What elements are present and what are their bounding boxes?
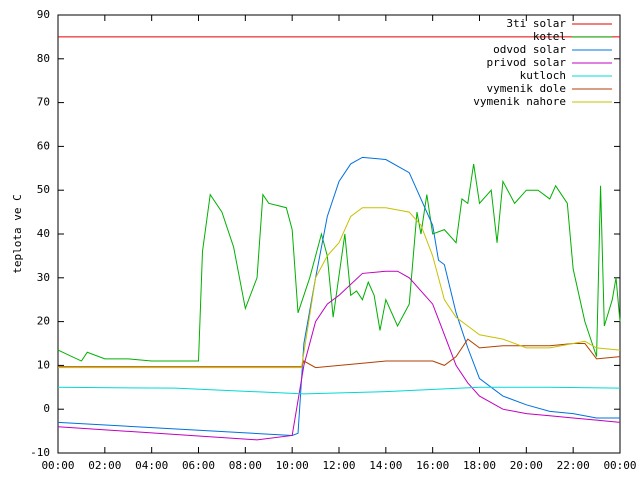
- legend-label: kutloch: [520, 69, 566, 82]
- y-tick-label: 70: [37, 96, 50, 109]
- series-line: [57, 386, 621, 395]
- y-tick-label: 90: [37, 8, 50, 21]
- legend-label: vymenik dole: [487, 82, 566, 95]
- y-tick-label: -10: [30, 446, 50, 459]
- y-tick-label: 60: [37, 139, 50, 152]
- y-tick-label: 40: [37, 227, 50, 240]
- x-tick-label: 10:00: [276, 459, 309, 472]
- series-line: [57, 163, 621, 362]
- series-line: [58, 338, 621, 369]
- y-axis-label: teplota ve C: [11, 194, 24, 273]
- legend-label: privod solar: [487, 56, 567, 69]
- series-line: [57, 156, 620, 436]
- x-tick-label: 16:00: [416, 459, 449, 472]
- series-line: [57, 270, 621, 441]
- x-tick-label: 04:00: [135, 459, 168, 472]
- x-tick-label: 12:00: [322, 459, 355, 472]
- legend-label: odvod solar: [493, 43, 566, 56]
- y-tick-label: 0: [43, 402, 50, 415]
- x-tick-label: 06:00: [182, 459, 215, 472]
- x-tick-label: 00:00: [603, 459, 636, 472]
- y-tick-label: 80: [37, 52, 50, 65]
- x-tick-label: 00:00: [41, 459, 74, 472]
- y-tick-label: 20: [37, 315, 50, 328]
- series-line: [58, 207, 621, 369]
- x-tick-label: 02:00: [88, 459, 121, 472]
- x-tick-label: 14:00: [369, 459, 402, 472]
- x-tick-label: 18:00: [463, 459, 496, 472]
- y-tick-label: 10: [37, 358, 50, 371]
- x-tick-label: 20:00: [510, 459, 543, 472]
- legend-label: 3ti solar: [506, 17, 566, 30]
- legend-label: vymenik nahore: [473, 95, 566, 108]
- x-tick-label: 22:00: [557, 459, 590, 472]
- y-tick-label: 50: [37, 183, 50, 196]
- legend-label: kotel: [533, 30, 566, 43]
- x-tick-label: 08:00: [229, 459, 262, 472]
- y-tick-label: 30: [37, 271, 50, 284]
